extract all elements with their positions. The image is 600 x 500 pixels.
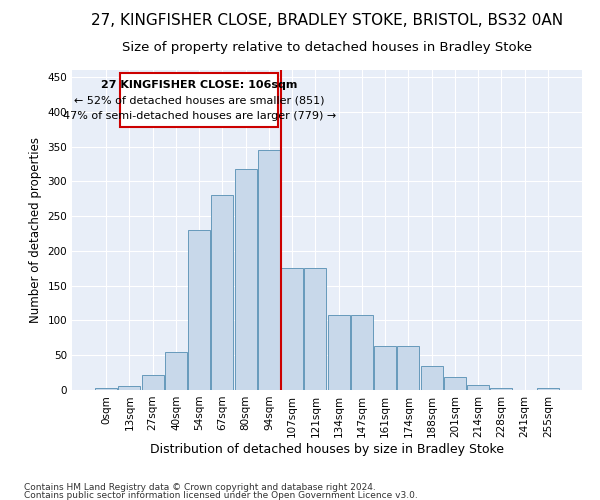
Bar: [421, 366, 443, 390]
Bar: [118, 386, 140, 390]
Y-axis label: Number of detached properties: Number of detached properties: [29, 137, 42, 323]
X-axis label: Distribution of detached houses by size in Bradley Stoke: Distribution of detached houses by size …: [150, 442, 504, 456]
Bar: [281, 268, 303, 390]
Bar: [165, 352, 187, 390]
Bar: [211, 195, 233, 390]
Bar: [374, 346, 396, 390]
Bar: [397, 346, 419, 390]
Bar: [188, 230, 210, 390]
Text: 27 KINGFISHER CLOSE: 106sqm: 27 KINGFISHER CLOSE: 106sqm: [101, 80, 298, 90]
Text: Contains public sector information licensed under the Open Government Licence v3: Contains public sector information licen…: [24, 490, 418, 500]
Text: ← 52% of detached houses are smaller (851): ← 52% of detached houses are smaller (85…: [74, 96, 325, 106]
Bar: [328, 315, 350, 390]
Bar: [467, 385, 489, 390]
Bar: [537, 388, 559, 390]
Bar: [490, 388, 512, 390]
FancyBboxPatch shape: [120, 74, 278, 127]
Bar: [235, 170, 257, 390]
Bar: [351, 315, 373, 390]
Text: 47% of semi-detached houses are larger (779) →: 47% of semi-detached houses are larger (…: [62, 111, 336, 121]
Bar: [304, 268, 326, 390]
Text: 27, KINGFISHER CLOSE, BRADLEY STOKE, BRISTOL, BS32 0AN: 27, KINGFISHER CLOSE, BRADLEY STOKE, BRI…: [91, 14, 563, 28]
Bar: [95, 388, 117, 390]
Text: Contains HM Land Registry data © Crown copyright and database right 2024.: Contains HM Land Registry data © Crown c…: [24, 484, 376, 492]
Text: Size of property relative to detached houses in Bradley Stoke: Size of property relative to detached ho…: [122, 41, 532, 54]
Bar: [444, 377, 466, 390]
Bar: [258, 150, 280, 390]
Bar: [142, 374, 164, 390]
